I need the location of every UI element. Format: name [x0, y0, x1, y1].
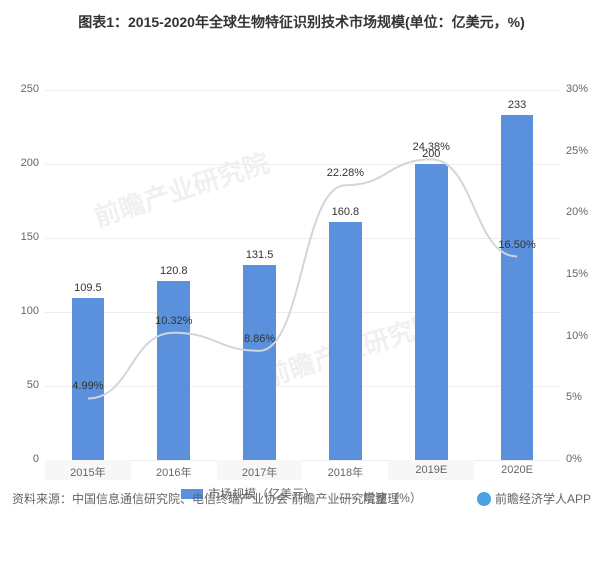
chart-area: 前瞻产业研究院前瞻产业研究院0501001502002500%5%10%15%2… — [0, 40, 603, 563]
line-label: 16.50% — [498, 239, 535, 251]
brand-text: 前瞻经济学人APP — [495, 490, 591, 507]
line-label: 4.99% — [72, 380, 103, 392]
growth-line — [88, 159, 517, 398]
chart-title: 图表1：2015-2020年全球生物特征识别技术市场规模(单位：亿美元，%) — [0, 0, 603, 40]
source-text: 资料来源：中国信息通信研究院、电信终端产业协会 前瞻产业研究院整理 — [12, 490, 399, 507]
line-label: 24.38% — [413, 141, 450, 153]
line-label: 22.28% — [327, 167, 364, 179]
line-label: 10.32% — [155, 315, 192, 327]
brand: 前瞻经济学人APP — [477, 490, 591, 507]
brand-icon — [477, 492, 491, 506]
line-label: 8.86% — [244, 333, 275, 345]
